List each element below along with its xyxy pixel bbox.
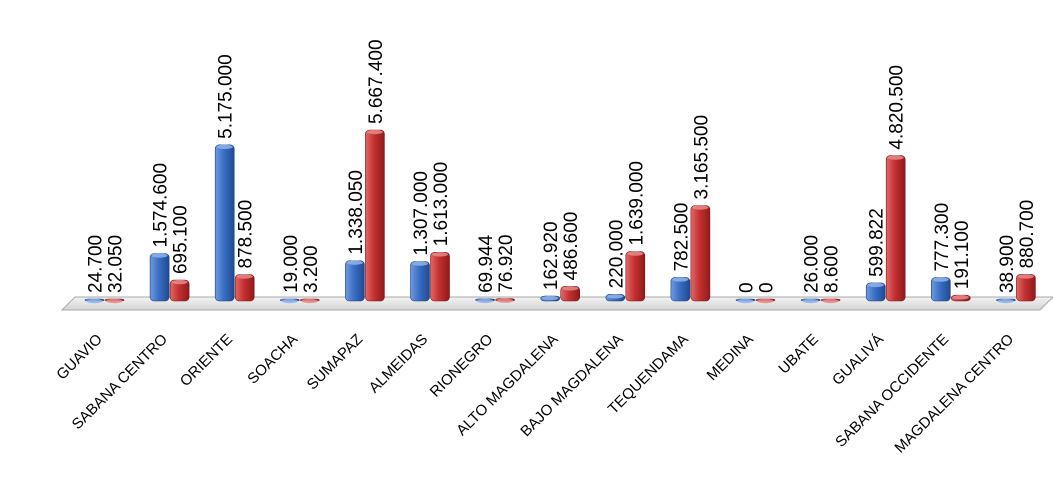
value-label-rionegro-series-2: 76.920 — [496, 235, 517, 293]
bar-top-magdalena-centro-series-1 — [997, 298, 1014, 304]
category-label-soacha: SOACHA — [244, 331, 301, 388]
bar-top-soacha-series-2 — [301, 298, 318, 304]
bar-bajo-magdalena-series-2 — [625, 251, 646, 302]
bar-top-sumapaz-series-2 — [366, 129, 383, 135]
bar-top-sabana-centro-series-1 — [151, 253, 168, 258]
value-label-almeidas-series-1: 1.307.000 — [411, 171, 432, 256]
value-label-magdalena-centro-series-2: 880.700 — [1017, 200, 1038, 269]
bar-top-bajo-magdalena-series-2 — [627, 251, 644, 256]
value-label-ubate-series-1: 26.000 — [802, 235, 823, 293]
bar-top-ubate-series-1 — [802, 298, 819, 304]
category-label-almeidas: ALMEIDAS — [366, 331, 432, 397]
bar-top-tequendama-series-1 — [672, 277, 689, 282]
bar-top-sabana-centro-series-2 — [171, 279, 188, 285]
bar-top-guavio-series-2 — [106, 298, 123, 304]
value-label-oriente-series-2: 878.500 — [236, 200, 257, 269]
value-label-sabana-occidente-series-2: 191.100 — [952, 221, 973, 290]
category-label-gualiva: GUALIVÁ — [829, 331, 887, 389]
bars-layer — [84, 129, 1036, 304]
value-label-medina-series-2: 0 — [757, 282, 778, 293]
bar-top-almeidas-series-2 — [432, 252, 448, 257]
bar-top-rionegro-series-2 — [497, 298, 514, 303]
bar-top-gualiva-series-2 — [887, 155, 904, 160]
value-label-sabana-centro-series-1: 1.574.600 — [151, 163, 172, 248]
value-label-bajo-magdalena-series-2: 1.639.000 — [626, 161, 647, 246]
value-labels-layer: 24.700 32.050 1.574.600 695.100 5.175.000 878… — [86, 39, 1038, 293]
bar-top-bajo-magdalena-series-1 — [607, 294, 624, 299]
bar-top-sumapaz-series-1 — [346, 260, 363, 265]
value-label-oriente-series-1: 5.175.000 — [216, 54, 237, 139]
bar-top-almeidas-series-1 — [412, 261, 428, 266]
bar-oriente-series-1 — [214, 144, 235, 302]
bar-top-alto-magdalena-series-2 — [562, 286, 579, 291]
category-label-oriente: ORIENTE — [177, 331, 236, 390]
value-label-alto-magdalena-series-2: 486.600 — [561, 212, 582, 281]
value-label-sumapaz-series-2: 5.667.400 — [366, 39, 387, 124]
value-label-gualiva-series-2: 4.820.500 — [887, 65, 908, 150]
category-label-magdalena-centro: MAGDALENA CENTRO — [891, 331, 1017, 457]
value-label-medina-series-1: 0 — [737, 282, 758, 293]
category-label-sumapaz: SUMAPAZ — [304, 331, 367, 394]
bar-top-gualiva-series-1 — [867, 282, 884, 288]
bar-top-medina-series-2 — [757, 298, 774, 304]
bar-sabana-centro-series-1 — [149, 253, 170, 302]
bar-top-rionegro-series-1 — [477, 298, 494, 304]
bar-top-alto-magdalena-series-1 — [542, 295, 559, 301]
category-label-medina: MEDINA — [704, 331, 757, 384]
value-label-alto-magdalena-series-1: 162.920 — [541, 221, 562, 290]
value-label-rionegro-series-1: 69.944 — [476, 234, 497, 293]
bar-tequendama-series-2 — [690, 205, 711, 302]
value-label-magdalena-centro-series-1: 38.900 — [997, 235, 1018, 293]
bar-top-oriente-series-2 — [236, 274, 253, 279]
bar-gualiva-series-2 — [885, 155, 906, 302]
value-label-sabana-occidente-series-1: 777.300 — [932, 203, 953, 272]
bar-top-medina-series-1 — [737, 298, 754, 304]
value-label-gualiva-series-1: 599.822 — [867, 208, 888, 277]
value-label-bajo-magdalena-series-1: 220.000 — [606, 220, 627, 289]
value-label-sumapaz-series-1: 1.338.050 — [346, 170, 367, 255]
value-label-tequendama-series-1: 782.500 — [671, 203, 692, 272]
category-label-ubate: UBATE — [775, 331, 822, 378]
value-label-ubate-series-2: 8.600 — [822, 245, 843, 293]
bar-almeidas-series-1 — [410, 261, 430, 302]
value-label-guavio-series-1: 24.700 — [86, 235, 107, 293]
bar-top-ubate-series-2 — [822, 298, 839, 304]
bar-top-guavio-series-1 — [86, 298, 103, 304]
category-label-guavio: GUAVIO — [53, 331, 105, 383]
value-label-almeidas-series-2: 1.613.000 — [431, 162, 452, 247]
bar-almeidas-series-2 — [430, 252, 450, 302]
bar-top-sabana-occidente-series-1 — [932, 277, 949, 282]
bar-top-oriente-series-1 — [216, 144, 233, 150]
value-label-guavio-series-2: 32.050 — [106, 235, 127, 293]
value-label-soacha-series-1: 19.000 — [281, 235, 302, 293]
bar-top-magdalena-centro-series-2 — [1017, 274, 1034, 279]
bar-sumapaz-series-1 — [345, 260, 365, 302]
category-label-sabana-occidente: SABANA OCCIDENTE — [832, 331, 952, 451]
bar-top-soacha-series-1 — [281, 298, 298, 304]
bar-top-sabana-occidente-series-2 — [952, 295, 969, 300]
value-label-sabana-centro-series-2: 695.100 — [171, 205, 192, 274]
value-label-tequendama-series-2: 3.165.500 — [691, 115, 712, 200]
bar-sumapaz-series-2 — [365, 129, 385, 302]
value-label-soacha-series-2: 3.200 — [301, 245, 322, 293]
bar-top-tequendama-series-2 — [692, 205, 709, 210]
category-label-rionegro: RIONEGRO — [427, 331, 497, 401]
